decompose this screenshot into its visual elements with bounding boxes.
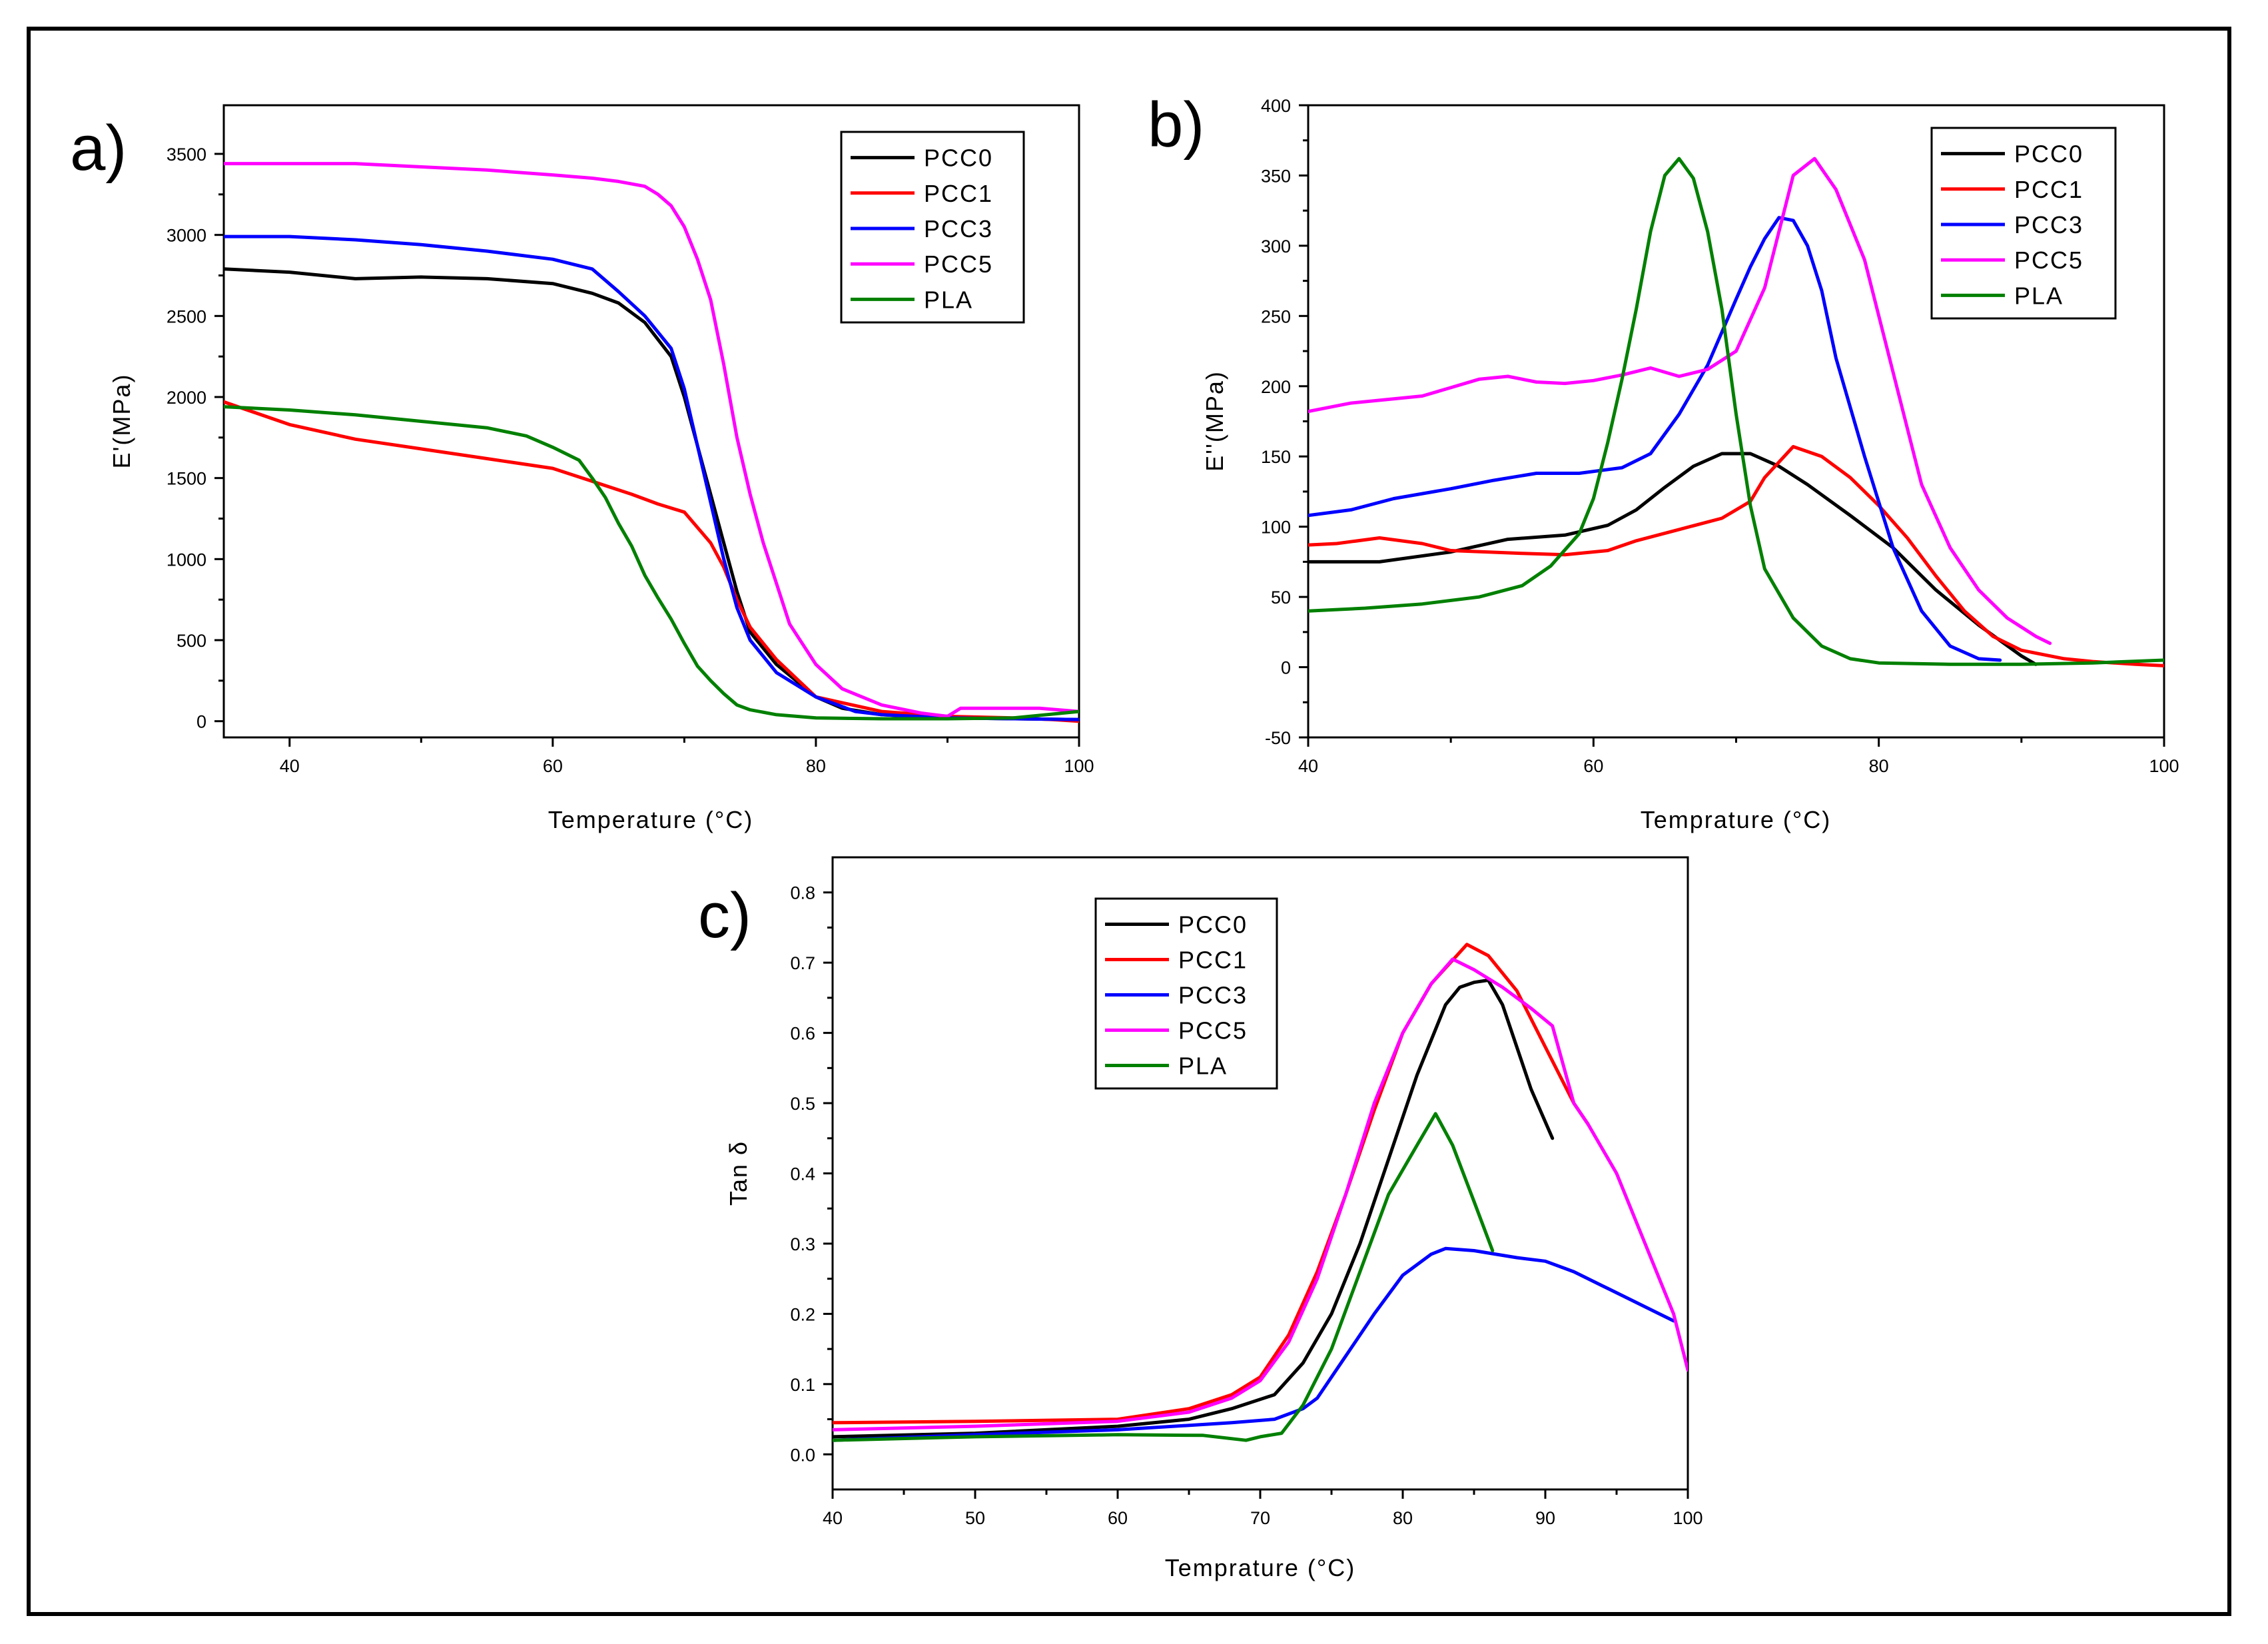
y-tick-label: 0 — [196, 712, 206, 732]
x-tick-label: 50 — [965, 1508, 985, 1528]
chart-panel-a: 40 60 80 1000500100015002000250030003500Tem… — [70, 104, 1094, 833]
y-tick-label: 300 — [1261, 236, 1291, 256]
x-tick-label: 60 — [543, 756, 563, 776]
y-axis-title: E''(MPa) — [1201, 370, 1228, 472]
y-tick-label: 0.8 — [790, 883, 815, 903]
legend-label-pcc0: PCC0 — [2014, 141, 2083, 168]
y-tick-label: 0.6 — [790, 1024, 815, 1044]
x-tick-label: 90 — [1535, 1508, 1555, 1528]
y-tick-label: 150 — [1261, 447, 1291, 467]
series-line-pcc5 — [833, 957, 1688, 1432]
series-line-pcc1 — [224, 400, 1079, 723]
series-line-pcc5 — [1308, 157, 2052, 645]
x-tick-label: 100 — [1064, 756, 1094, 776]
series-line-pcc3 — [833, 1246, 1676, 1442]
y-tick-label: 100 — [1261, 518, 1291, 538]
series-line-pcc3 — [1308, 216, 2002, 662]
x-tick-label: 100 — [2149, 756, 2179, 776]
y-tick-label: 500 — [177, 631, 206, 651]
y-tick-label: 0.1 — [790, 1375, 815, 1395]
x-tick-label: 100 — [1673, 1508, 1702, 1528]
x-tick-label: 40 — [280, 756, 300, 776]
y-tick-label: 0.7 — [790, 953, 815, 973]
legend-label-pcc5: PCC5 — [924, 250, 993, 278]
y-axis-title: E'(MPa) — [108, 374, 135, 469]
x-tick-label: 80 — [806, 756, 826, 776]
y-tick-label: -50 — [1265, 728, 1291, 748]
legend-label-pcc3: PCC3 — [924, 215, 993, 242]
legend-label-pla: PLA — [924, 286, 973, 313]
y-tick-label: 2500 — [167, 306, 206, 326]
legend-label-pcc3: PCC3 — [1178, 982, 1248, 1009]
series-line-pcc0 — [1308, 452, 2038, 666]
legend-label-pcc5: PCC5 — [2014, 246, 2083, 274]
y-tick-label: 2000 — [167, 388, 206, 408]
legend-label-pla: PLA — [1178, 1052, 1228, 1080]
legend-label-pcc1: PCC1 — [1178, 947, 1248, 974]
x-tick-label: 80 — [1869, 756, 1889, 776]
legend-label-pla: PLA — [2014, 282, 2064, 309]
y-tick-label: 350 — [1261, 166, 1291, 186]
series-line-pcc3 — [224, 234, 1079, 721]
legend-label-pcc1: PCC1 — [2014, 176, 2083, 203]
y-tick-label: 250 — [1261, 306, 1291, 326]
legend: PCC0 PCC1 PCC3 PCC5 PLA — [840, 131, 1025, 324]
series-line-pcc0 — [833, 979, 1555, 1439]
legend-label-pcc1: PCC1 — [924, 180, 993, 207]
series-line-pla — [833, 1112, 1495, 1442]
legend: PCC0 PCC1 PCC3 PCC5 PLA — [1094, 897, 1278, 1090]
series-line-pcc1 — [1308, 445, 2164, 667]
y-tick-label: 200 — [1261, 377, 1291, 397]
y-tick-label: 3000 — [167, 226, 206, 246]
y-tick-label: 0.5 — [790, 1094, 815, 1114]
figure-frame — [27, 27, 2231, 1616]
y-tick-label: 0.0 — [790, 1445, 815, 1465]
y-tick-label: 1000 — [167, 550, 206, 570]
plot-area-a — [222, 104, 1080, 739]
y-tick-label: 3500 — [167, 145, 206, 165]
y-tick-label: 1500 — [167, 469, 206, 489]
chart-panel-c: 40 50 60 70 80 90 100 0.0 0.1 0.2 0.3 0.4 0.5 0.6 0.7 0… — [698, 856, 1703, 1581]
y-axis-title: Tan δ — [725, 1140, 752, 1206]
legend: PCC0 PCC1 PCC3 PCC5 PLA — [1930, 127, 2117, 320]
x-tick-label: 60 — [1108, 1508, 1128, 1528]
panel-label: b) — [1148, 89, 1204, 161]
y-tick-label: 400 — [1261, 96, 1291, 116]
x-tick-label: 60 — [1583, 756, 1603, 776]
y-tick-label: 0.4 — [790, 1164, 815, 1184]
x-tick-label: 40 — [1298, 756, 1318, 776]
x-axis-title: Temprature (°C) — [1641, 806, 1831, 833]
x-tick-label: 40 — [823, 1508, 843, 1528]
series-line-pcc5 — [224, 162, 1079, 718]
x-axis-title: Temprature (°C) — [1165, 1554, 1355, 1581]
series-line-pla — [1308, 157, 2164, 666]
legend-label-pcc3: PCC3 — [2014, 211, 2083, 238]
y-tick-label: 50 — [1271, 588, 1291, 608]
x-axis-title: Temperature (°C) — [548, 806, 753, 833]
x-tick-label: 80 — [1393, 1508, 1413, 1528]
chart-panel-b: 40 60 80 100 -50 0 50 100 150 200 250 300 350 400 Temp… — [1148, 89, 2179, 833]
legend-label-pcc0: PCC0 — [1178, 911, 1248, 939]
y-tick-label: 0 — [1281, 658, 1291, 678]
legend-label-pcc5: PCC5 — [1178, 1017, 1248, 1044]
legend-label-pcc0: PCC0 — [924, 145, 993, 172]
y-tick-label: 0.3 — [790, 1234, 815, 1254]
panel-label: c) — [698, 880, 751, 951]
x-tick-label: 70 — [1250, 1508, 1270, 1528]
y-tick-label: 0.2 — [790, 1304, 815, 1324]
panel-label: a) — [70, 113, 127, 184]
series-line-pcc0 — [224, 267, 1079, 721]
series-line-pla — [224, 405, 1079, 721]
